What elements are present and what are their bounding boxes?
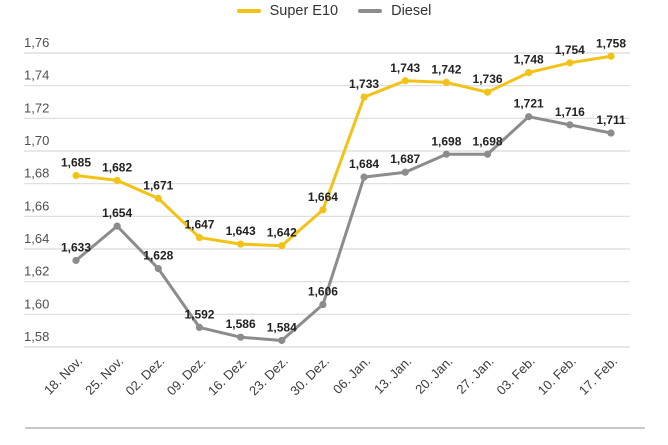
point-diesel [566, 121, 574, 129]
y-tick-label: 1,60 [24, 296, 49, 311]
point-label-diesel: 1,586 [226, 317, 256, 331]
y-tick-label: 1,62 [24, 264, 49, 279]
y-tick-label: 1,76 [24, 35, 49, 50]
point-diesel [195, 323, 204, 331]
point-super-e10 [360, 93, 368, 101]
y-tick-label: 1,70 [24, 133, 49, 148]
legend-item-diesel: Diesel [358, 3, 431, 19]
legend-swatch-icon [358, 9, 383, 13]
legend-label: Super E10 [269, 3, 339, 19]
y-tick-label: 1,58 [24, 329, 49, 344]
point-diesel [401, 168, 409, 176]
point-label-diesel: 1,584 [267, 320, 297, 334]
y-tick-label: 1,68 [24, 166, 49, 181]
x-tick-label: 18. Nov. [41, 354, 85, 398]
point-diesel [607, 129, 615, 137]
point-super-e10 [607, 52, 615, 60]
point-super-e10 [72, 171, 80, 180]
line-super-e10 [74, 54, 613, 248]
point-diesel [154, 265, 162, 273]
x-tick-label: 17. Feb. [576, 354, 620, 398]
point-diesel [442, 150, 450, 158]
point-label-super-e10: 1,643 [226, 224, 256, 238]
y-tick-label: 1,64 [24, 231, 49, 246]
point-super-e10 [154, 194, 162, 202]
point-diesel [237, 333, 245, 341]
point-label-super-e10: 1,664 [308, 190, 338, 204]
point-diesel [113, 222, 121, 230]
point-super-e10 [525, 69, 533, 77]
point-super-e10 [319, 206, 327, 214]
point-super-e10 [566, 59, 574, 67]
x-tick-label: 06. Jan. [330, 354, 373, 397]
point-diesel [360, 173, 368, 181]
point-label-diesel: 1,687 [390, 152, 420, 166]
point-label-super-e10: 1,736 [473, 72, 503, 86]
x-tick-label: 23. Dez. [246, 354, 291, 399]
point-super-e10 [278, 242, 286, 250]
legend-item-super-e10: Super E10 [236, 3, 339, 19]
x-tick-label: 03. Feb. [493, 354, 537, 398]
x-tick-label: 27. Jan. [453, 354, 496, 397]
point-label-diesel: 1,711 [596, 113, 626, 127]
point-diesel [525, 113, 533, 121]
point-label-diesel: 1,698 [431, 134, 461, 148]
point-label-diesel: 1,684 [349, 157, 379, 171]
point-label-super-e10: 1,743 [390, 61, 420, 75]
x-tick-label: 16. Dez. [205, 354, 250, 399]
point-super-e10 [113, 176, 121, 184]
point-diesel [278, 336, 286, 345]
point-label-super-e10: 1,733 [349, 77, 379, 91]
point-label-diesel: 1,698 [473, 134, 503, 148]
point-super-e10 [442, 78, 450, 86]
point-super-e10 [401, 77, 409, 85]
point-super-e10 [237, 240, 245, 248]
line-diesel [74, 115, 613, 342]
legend-swatch-icon [236, 9, 261, 13]
point-label-diesel: 1,633 [61, 240, 91, 254]
point-label-super-e10: 1,647 [184, 218, 214, 232]
x-tick-label: 13. Jan. [371, 354, 414, 397]
point-label-diesel: 1,592 [184, 307, 214, 321]
point-label-diesel: 1,628 [143, 249, 173, 263]
legend: Super E10 Diesel [0, 3, 668, 19]
point-label-super-e10: 1,754 [555, 43, 585, 57]
point-label-super-e10: 1,642 [267, 226, 297, 240]
point-diesel [72, 256, 80, 265]
point-label-diesel: 1,716 [555, 105, 585, 119]
point-super-e10 [195, 233, 204, 242]
y-tick-label: 1,74 [24, 68, 49, 83]
point-label-super-e10: 1,758 [596, 36, 626, 50]
bottom-divider [25, 427, 645, 429]
point-label-super-e10: 1,748 [514, 53, 544, 67]
x-tick-label: 30. Dez. [287, 354, 332, 399]
x-tick-label: 10. Feb. [535, 354, 579, 398]
y-tick-label: 1,72 [24, 100, 49, 115]
point-label-super-e10: 1,671 [143, 178, 173, 192]
point-label-diesel: 1,606 [308, 285, 338, 299]
point-label-super-e10: 1,742 [431, 62, 461, 76]
legend-label: Diesel [391, 3, 432, 19]
point-label-super-e10: 1,685 [61, 156, 91, 170]
point-label-diesel: 1,721 [514, 97, 544, 111]
point-diesel [483, 150, 492, 158]
y-tick-label: 1,66 [24, 198, 49, 213]
point-diesel [319, 300, 327, 309]
x-tick-label: 20. Jan. [412, 354, 455, 397]
point-label-diesel: 1,654 [102, 206, 132, 220]
x-tick-label: 02. Dez. [123, 354, 168, 399]
point-super-e10 [483, 88, 492, 96]
x-tick-label: 09. Dez. [164, 354, 209, 399]
x-tick-label: 25. Nov. [82, 354, 126, 398]
point-label-super-e10: 1,682 [102, 160, 132, 174]
